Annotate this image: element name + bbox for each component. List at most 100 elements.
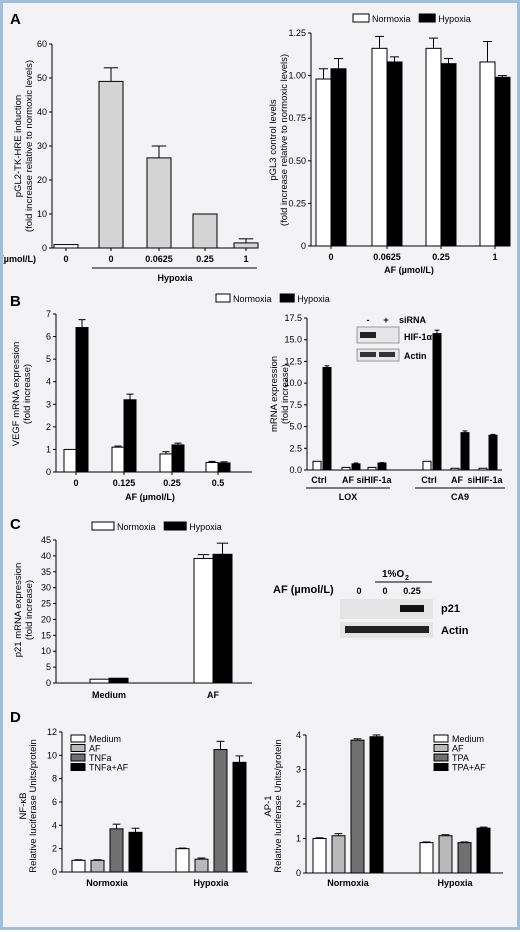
legend-swatch (70, 734, 86, 743)
bar (457, 842, 472, 874)
y-tick-label: 12.5 (284, 356, 302, 366)
bar (369, 736, 384, 874)
chart-a2: 0 0.25 0.50 0.75 1.00 1.25 0 0.0625 0.25 1 AF (µmo… (268, 13, 511, 275)
x-tick-label: 0.25 (432, 252, 450, 262)
x-tick-label: Hypoxia (193, 878, 229, 888)
blot-strip (356, 326, 400, 344)
y-tick-label: 0.0 (289, 465, 302, 475)
y-tick-label: 35 (41, 567, 51, 577)
x-tick-label: AF (342, 475, 354, 485)
bar (213, 749, 228, 873)
bar (175, 848, 190, 873)
blot-condition-sub: 2 (405, 575, 409, 582)
x-tick-label: Normoxia (327, 878, 370, 888)
y-tick-label: 50 (37, 73, 47, 83)
bar (233, 242, 259, 249)
x-tick-label: Medium (92, 690, 126, 700)
legend-label: Medium (89, 734, 121, 744)
blot-condition: 1%O (382, 569, 404, 580)
blot-band (400, 605, 424, 612)
bar (330, 68, 347, 247)
legend-label: Hypoxia (297, 294, 330, 304)
legend-swatch (433, 734, 449, 743)
blot-lane-label: 0 (356, 586, 361, 596)
legend-swatch (418, 13, 436, 23)
legend-swatch (163, 521, 187, 531)
bar (212, 553, 233, 684)
panel-label: A (10, 11, 21, 28)
legend-label: TNFa+AF (89, 763, 129, 773)
y-axis-label: (fold increase relative to normoxic leve… (24, 60, 35, 232)
x-axis-label: AF (µmol/L) (384, 265, 434, 275)
y-tick-label: 17.5 (284, 313, 302, 323)
y-tick-label: 60 (37, 39, 47, 49)
y-tick-label: 5.0 (289, 422, 302, 432)
x-tick-label: 0.25 (163, 478, 181, 488)
bar (232, 761, 247, 873)
y-tick-label: 4 (46, 377, 51, 387)
bar (111, 446, 125, 473)
blot-row-label: HIF-1α (404, 332, 433, 342)
y-tick-label: 0 (46, 678, 51, 688)
y-tick-label: 7 (46, 309, 51, 319)
bar (205, 462, 219, 473)
legend-swatch (433, 744, 449, 752)
y-axis-label: p21 mRNA expression (13, 563, 24, 658)
bar (90, 859, 105, 873)
legend-label: Normoxia (233, 294, 272, 304)
chart-a1: 0 10 20 30 40 50 60 AF (µmol/L) 0 0 0.0625 0.25 1 Hyp… (0, 39, 259, 283)
panel-label: C (10, 516, 21, 533)
blot-lane-label: - (367, 315, 370, 325)
bar (438, 835, 453, 874)
blot-row-label: Actin (441, 625, 469, 637)
x-tick-label: 0.25 (196, 254, 214, 264)
bar (109, 828, 124, 873)
y-axis-label: mRNA expression (269, 356, 280, 432)
x-tick-label: Hypoxia (437, 878, 473, 888)
y-tick-label: 6 (46, 332, 51, 342)
y-axis-label: (fold increase) (280, 364, 291, 424)
bar (425, 47, 442, 247)
bar (159, 453, 173, 473)
y-tick-label: 3 (296, 765, 301, 775)
bar (315, 78, 332, 247)
y-axis-label: NF-κB (18, 793, 29, 820)
group-label: CA9 (451, 492, 469, 502)
bar (478, 467, 488, 471)
x-tick-label: 1 (492, 252, 497, 262)
x-tick-label: 0 (73, 478, 78, 488)
bar (75, 327, 89, 473)
y-tick-label: 5 (46, 662, 51, 672)
bar (146, 157, 172, 249)
panel-label: B (10, 293, 21, 310)
blot-band (379, 352, 395, 357)
legend-label: TNFa (89, 753, 112, 763)
x-tick-label: 0.0625 (145, 254, 173, 264)
blot-lane-label: + (383, 315, 388, 325)
y-tick-label: 30 (37, 141, 47, 151)
y-tick-label: 0 (42, 243, 47, 253)
bar (371, 47, 388, 247)
y-axis-label: Relative luciferase Units/protein (273, 739, 284, 873)
y-tick-label: 1.25 (288, 28, 306, 38)
y-tick-label: 0 (296, 868, 301, 878)
y-tick-label: 8 (52, 774, 57, 784)
bar (460, 432, 470, 471)
bar (193, 557, 214, 684)
x-tick-label: 0.0625 (373, 252, 401, 262)
y-axis-label: pGL2-TK-HRE induction (13, 95, 24, 197)
bar (123, 399, 137, 473)
bar (53, 244, 79, 249)
y-axis-label: pGL3 control levels (268, 99, 279, 181)
y-tick-label: 30 (41, 583, 51, 593)
bar (494, 76, 511, 247)
y-tick-label: 15 (41, 630, 51, 640)
legend-label: Normoxia (372, 14, 411, 24)
x-axis-label: AF (µmol/L) (3, 254, 36, 264)
legend-label: AF (452, 744, 464, 754)
bar (350, 739, 365, 874)
y-tick-label: 25 (41, 599, 51, 609)
blot-lane-label: 0 (382, 586, 387, 596)
legend-label: AF (89, 744, 101, 754)
